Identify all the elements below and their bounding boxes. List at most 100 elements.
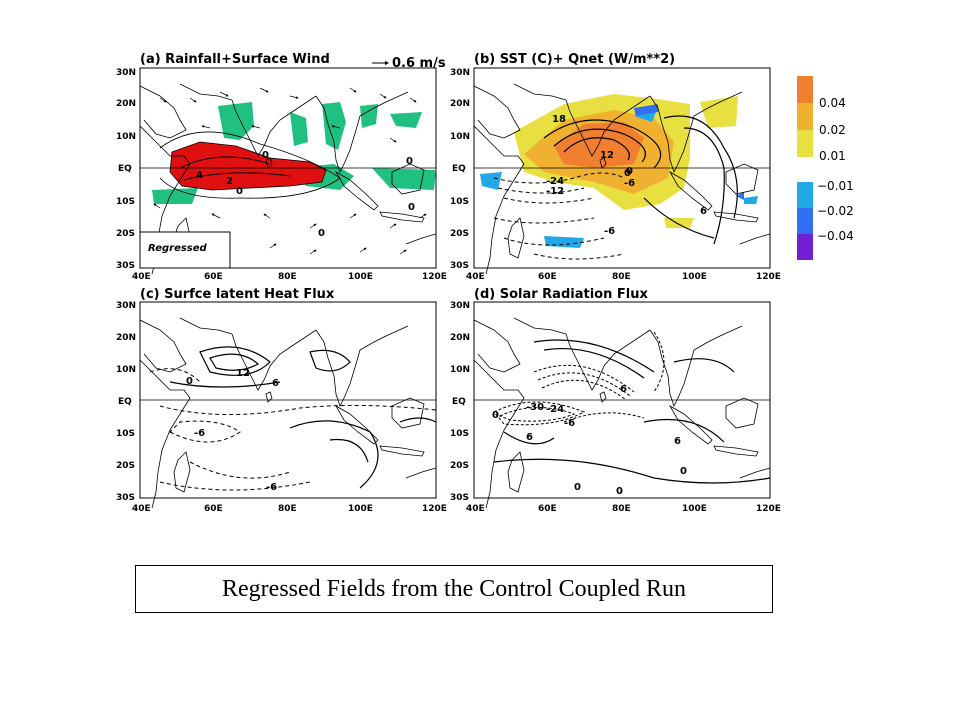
contour-label: 0	[616, 486, 623, 497]
axis-tick-label: 10N	[116, 132, 136, 142]
axis-tick-label: 60E	[204, 504, 223, 514]
contour-label: 0	[186, 376, 193, 387]
contour-label: -6	[624, 178, 635, 189]
contour-label: -24	[546, 176, 564, 187]
contour-label: -6	[194, 428, 205, 439]
zero-contour	[159, 131, 341, 199]
axis-tick-label: EQ	[452, 397, 466, 407]
contour-label: -12	[546, 186, 564, 197]
contour-label: 2	[226, 176, 233, 187]
sst-strong-negative-shading	[634, 104, 744, 200]
contour-label: 0	[624, 168, 631, 179]
axis-tick-label: 10S	[116, 429, 135, 439]
axis-tick-label: 120E	[756, 272, 781, 282]
qnet-contours	[543, 115, 738, 245]
axis-tick-label: 40E	[466, 504, 485, 514]
regression-figure: Regressed 0 4 2 0 0 0 0 (a) Rainfall+Sur…	[116, 52, 854, 514]
axis-tick-label: 30N	[450, 68, 470, 78]
axis-tick-label: 30S	[116, 493, 135, 503]
axis-tick-label: 10N	[450, 132, 470, 142]
contour-label: 0	[406, 156, 413, 167]
axis-tick-label: 100E	[348, 272, 373, 282]
axis-tick-label: 10N	[116, 365, 136, 375]
axis-tick-label: 100E	[682, 504, 707, 514]
panel-a: Regressed 0 4 2 0 0 0 0	[139, 67, 437, 275]
lon-ticks-c: 40E 60E 80E 100E 120E	[132, 504, 447, 514]
contour-label: 6	[674, 436, 681, 447]
panel-c: 0 12 6 -6 -6	[139, 301, 437, 509]
legend-swatch	[797, 130, 813, 157]
contour-label: 18	[552, 114, 566, 125]
rain-positive-shading	[169, 141, 327, 191]
axis-tick-label: 100E	[682, 272, 707, 282]
contour-label: 12	[236, 368, 250, 379]
axis-tick-label: 80E	[612, 504, 631, 514]
legend-label: −0.04	[817, 229, 854, 243]
qnet-negative-contours	[493, 172, 625, 260]
contour-label: -24	[546, 404, 564, 415]
lon-ticks-a: 40E 60E 80E 100E 120E	[132, 272, 447, 282]
contour-label: 0	[626, 166, 633, 177]
axis-tick-label: 40E	[132, 504, 151, 514]
caption-text: Regressed Fields from the Control Couple…	[222, 575, 686, 602]
axis-tick-label: 80E	[278, 504, 297, 514]
axis-tick-label: 30N	[116, 301, 136, 311]
contour-label: -30	[526, 402, 544, 413]
caption-box: Regressed Fields from the Control Couple…	[135, 565, 773, 613]
axis-tick-label: 30N	[116, 68, 136, 78]
contour-label: 6	[272, 378, 279, 389]
legend-label: 0.04	[819, 96, 846, 110]
axis-tick-label: 80E	[278, 272, 297, 282]
axis-tick-label: 30S	[116, 261, 135, 271]
rain-contour	[179, 156, 291, 181]
contour-label: -6	[604, 226, 615, 237]
reference-vector-label: 0.6 m/s	[392, 56, 446, 71]
axis-tick-label: 20S	[116, 461, 135, 471]
contour-label: 0	[318, 228, 325, 239]
axis-tick-label: 20N	[450, 333, 470, 343]
legend-swatch	[797, 103, 813, 130]
inset-box	[139, 231, 231, 269]
rain-negative-shading	[152, 102, 436, 204]
axis-tick-label: 120E	[422, 504, 447, 514]
axis-tick-label: 20S	[116, 229, 135, 239]
panel-a-title: (a) Rainfall+Surface Wind	[140, 52, 330, 67]
contour-label: -6	[266, 482, 277, 493]
legend-label: 0.01	[819, 149, 846, 163]
contour-label: -6	[564, 418, 575, 429]
contour-label: 0	[262, 150, 269, 161]
contour-label: 6	[620, 384, 627, 395]
axis-tick-label: 120E	[756, 504, 781, 514]
panel-b: 18 12 0 -6 -24 -12 6 -6 0	[473, 67, 771, 275]
legend-swatch	[797, 208, 813, 234]
legend-swatch	[797, 182, 813, 208]
axis-tick-label: 20N	[450, 99, 470, 109]
legend-label: −0.02	[817, 204, 854, 218]
contour-label: 0	[492, 410, 499, 421]
legend-swatch	[797, 234, 813, 260]
axis-tick-label: 60E	[538, 272, 557, 282]
axis-tick-label: 20S	[450, 461, 469, 471]
axis-tick-label: 20N	[116, 99, 136, 109]
legend-label: 0.02	[819, 123, 846, 137]
axis-tick-label: 40E	[466, 272, 485, 282]
legend-swatch	[797, 76, 813, 103]
axis-tick-label: 60E	[538, 504, 557, 514]
lat-ticks-a: 30N 20N 10N EQ 10S 20S 30S	[116, 68, 136, 271]
lon-ticks-b: 40E 60E 80E 100E 120E	[466, 272, 781, 282]
contour-label: 0	[574, 482, 581, 493]
lat-ticks-d: 30N 20N 10N EQ 10S 20S 30S	[450, 301, 470, 503]
axis-tick-label: 120E	[422, 272, 447, 282]
axis-tick-label: 20N	[116, 333, 136, 343]
axis-tick-label: 10N	[450, 365, 470, 375]
axis-tick-label: 30S	[450, 261, 469, 271]
axis-tick-label: 60E	[204, 272, 223, 282]
axis-tick-label: 20S	[450, 229, 469, 239]
contour-label: 4	[196, 170, 203, 181]
axis-tick-label: 10S	[450, 429, 469, 439]
axis-tick-label: 100E	[348, 504, 373, 514]
axis-tick-label: 10S	[450, 197, 469, 207]
axis-tick-label: EQ	[452, 164, 466, 174]
axis-tick-label: 30S	[450, 493, 469, 503]
legend-label: −0.01	[817, 179, 854, 193]
